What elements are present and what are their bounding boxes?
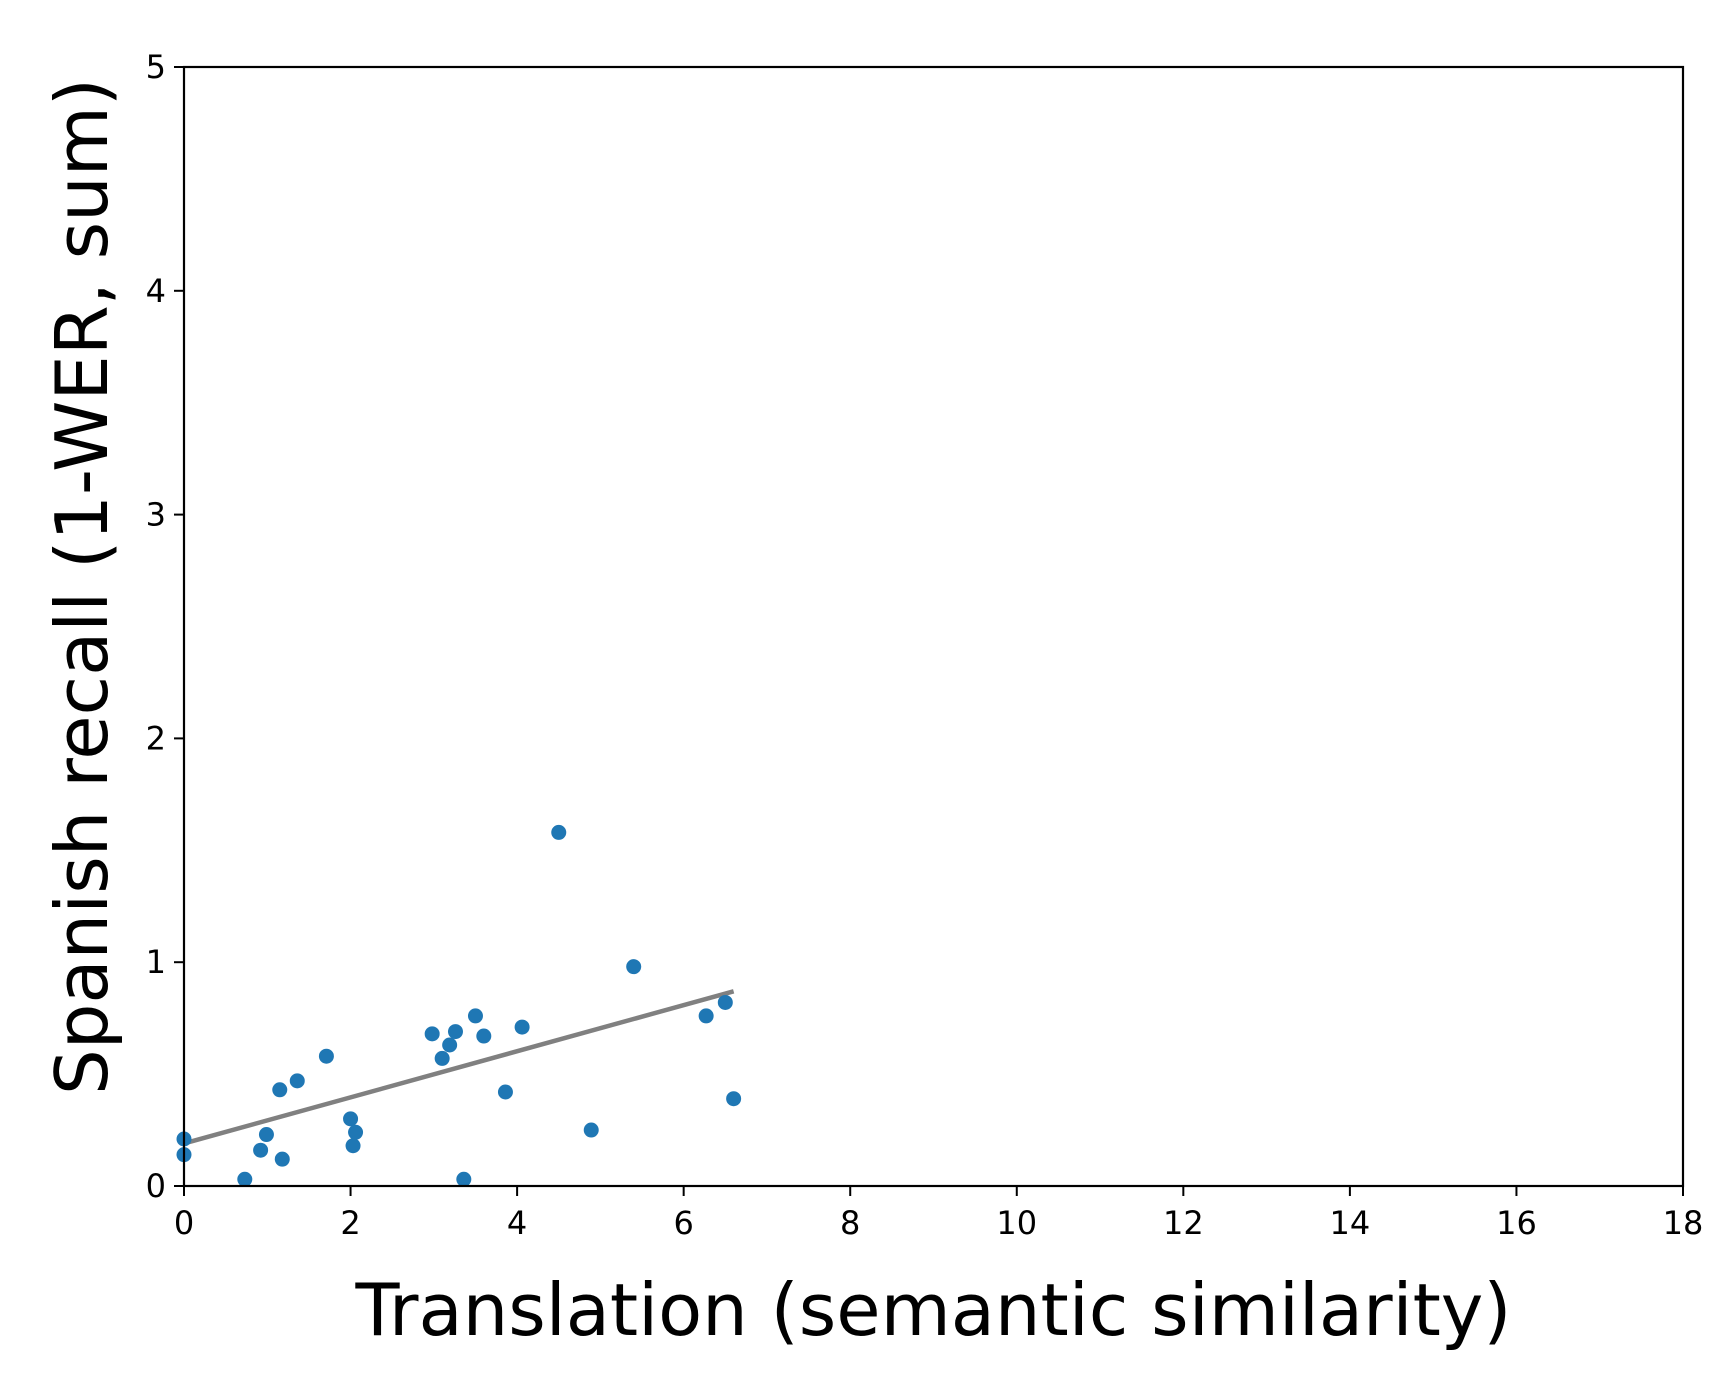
data-point <box>434 1050 450 1066</box>
y-axis-title: Spanish recall (1-WER, sum) <box>40 78 124 1095</box>
data-point <box>456 1171 472 1187</box>
data-point <box>318 1048 334 1064</box>
data-point <box>447 1024 463 1040</box>
x-axis-title: Translation (semantic similarity) <box>354 1268 1511 1352</box>
x-tick-label: 14 <box>1330 1204 1371 1242</box>
x-tick-label: 10 <box>996 1204 1037 1242</box>
y-tick-label: 0 <box>146 1167 166 1205</box>
data-point <box>476 1028 492 1044</box>
data-point <box>726 1091 742 1107</box>
x-tick-label: 16 <box>1496 1204 1537 1242</box>
data-point <box>442 1037 458 1053</box>
data-point <box>514 1019 530 1035</box>
x-tick-label: 6 <box>673 1204 693 1242</box>
y-tick-label: 4 <box>146 272 166 310</box>
data-point <box>348 1124 364 1140</box>
data-point <box>237 1171 253 1187</box>
regression-line <box>183 989 735 1146</box>
x-tick-label: 4 <box>507 1204 527 1242</box>
y-tick-label: 3 <box>146 496 166 534</box>
x-tick-label: 8 <box>840 1204 860 1242</box>
data-point <box>497 1084 513 1100</box>
data-point <box>424 1026 440 1042</box>
data-point <box>583 1122 599 1138</box>
y-tick-label: 5 <box>146 48 166 86</box>
data-point <box>289 1073 305 1089</box>
data-point <box>717 994 733 1010</box>
x-tick-label: 12 <box>1163 1204 1204 1242</box>
data-point <box>626 959 642 975</box>
x-tick-label: 2 <box>340 1204 360 1242</box>
plot-area-frame <box>182 65 1685 1188</box>
data-point <box>698 1008 714 1024</box>
data-point <box>551 824 567 840</box>
x-tick-label: 18 <box>1663 1204 1704 1242</box>
data-point <box>345 1138 361 1154</box>
data-point <box>343 1111 359 1127</box>
data-point <box>258 1127 274 1143</box>
y-tick-label: 1 <box>146 943 166 981</box>
fit-line-group <box>183 989 735 1146</box>
x-tick-label: 0 <box>174 1204 194 1242</box>
data-point <box>272 1082 288 1098</box>
data-point <box>467 1008 483 1024</box>
data-point <box>253 1142 269 1158</box>
data-point <box>274 1151 290 1167</box>
y-tick-label: 2 <box>146 719 166 757</box>
